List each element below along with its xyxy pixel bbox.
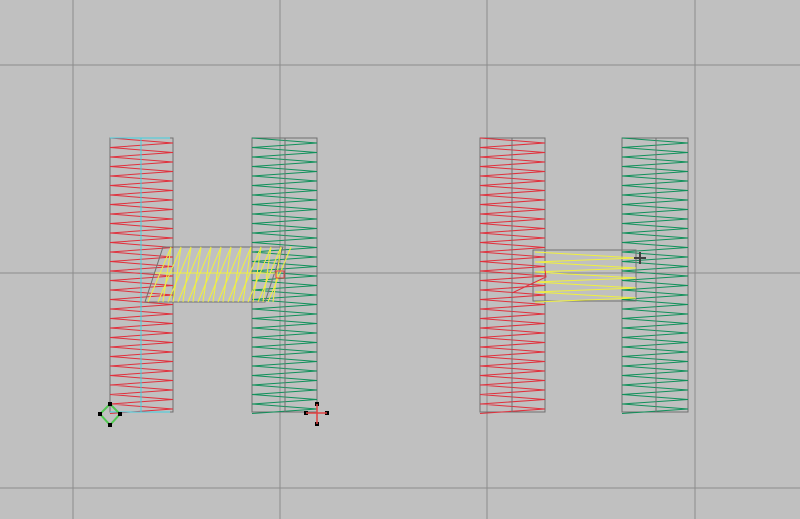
right-column[interactable] — [621, 137, 689, 414]
crossbar-outline — [532, 249, 637, 302]
column-outline — [621, 137, 689, 413]
satin-stitches — [251, 137, 318, 414]
crossbar-outline — [144, 246, 284, 303]
selection-handles[interactable] — [98, 252, 646, 427]
selection-handle[interactable] — [98, 412, 102, 416]
selection-handle[interactable] — [108, 402, 112, 406]
satin-stitches — [621, 137, 689, 414]
end-point-marker[interactable] — [306, 404, 327, 424]
selection-handle[interactable] — [118, 412, 122, 416]
crossbar-stitches — [147, 246, 292, 303]
selection-handle[interactable] — [108, 423, 112, 427]
move-cursor-icon — [634, 252, 646, 264]
crossbar-end-marker[interactable] — [275, 270, 285, 279]
satin-stitches — [479, 137, 546, 414]
crossbar-slanted[interactable] — [144, 246, 292, 303]
satin-stitches — [109, 137, 174, 414]
left-column[interactable] — [479, 137, 546, 414]
right-column[interactable] — [251, 137, 318, 414]
connector-stitch — [511, 269, 547, 294]
letter-h-right[interactable] — [479, 137, 689, 414]
